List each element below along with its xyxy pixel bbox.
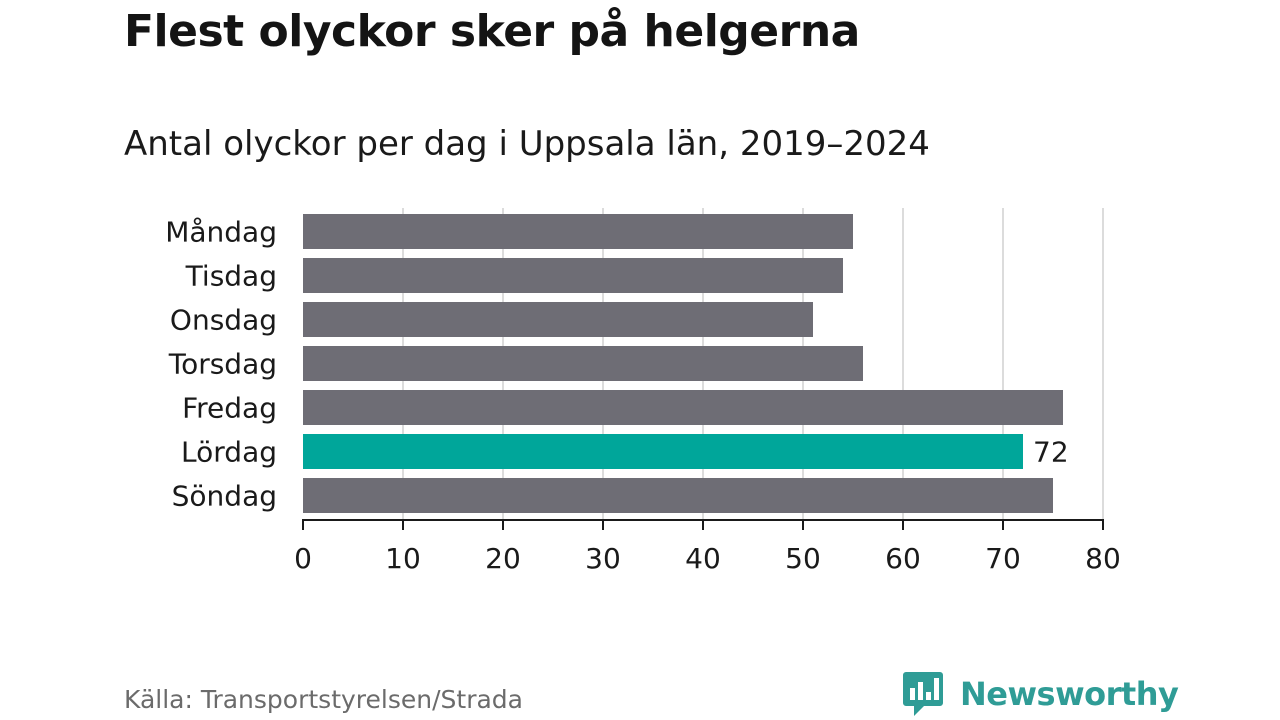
bar — [303, 346, 863, 381]
category-label: Fredag — [182, 392, 277, 425]
bar — [303, 478, 1053, 513]
category-label: Torsdag — [168, 348, 277, 381]
brand-logo[interactable]: Newsworthy — [902, 670, 1179, 718]
category-label: Söndag — [172, 480, 277, 513]
x-tick-label: 60 — [885, 542, 921, 575]
category-label: Lördag — [181, 436, 277, 469]
category-label: Tisdag — [185, 260, 277, 293]
source-note: Källa: Transportstyrelsen/Strada — [124, 685, 523, 714]
category-label: Måndag — [165, 216, 277, 249]
chart-subtitle: Antal olyckor per dag i Uppsala län, 201… — [124, 124, 930, 164]
x-tick-label: 0 — [294, 542, 312, 575]
bar — [303, 214, 853, 249]
x-tick-label: 20 — [485, 542, 521, 575]
brand-name: Newsworthy — [960, 675, 1179, 713]
x-tick-label: 10 — [385, 542, 421, 575]
bar-chart-speech-bubble-icon — [903, 672, 943, 716]
x-tick-label: 40 — [685, 542, 721, 575]
category-label: Onsdag — [170, 304, 277, 337]
x-tick-label: 80 — [1085, 542, 1121, 575]
bar — [303, 302, 813, 337]
category-labels: Måndag Tisdag Onsdag Torsdag Fredag Lördag 72 S… — [165, 216, 1068, 513]
chart-title: Flest olyckor sker på helgerna — [124, 6, 860, 57]
x-tick-label: 50 — [785, 542, 821, 575]
bar-highlighted — [303, 434, 1023, 469]
data-label: 72 — [1033, 436, 1069, 469]
bar — [303, 390, 1063, 425]
x-tick-label: 70 — [985, 542, 1021, 575]
x-tick-label: 30 — [585, 542, 621, 575]
bars — [303, 214, 1063, 513]
bar — [303, 258, 843, 293]
x-axis: 0 10 20 30 40 50 60 70 80 — [294, 519, 1121, 575]
